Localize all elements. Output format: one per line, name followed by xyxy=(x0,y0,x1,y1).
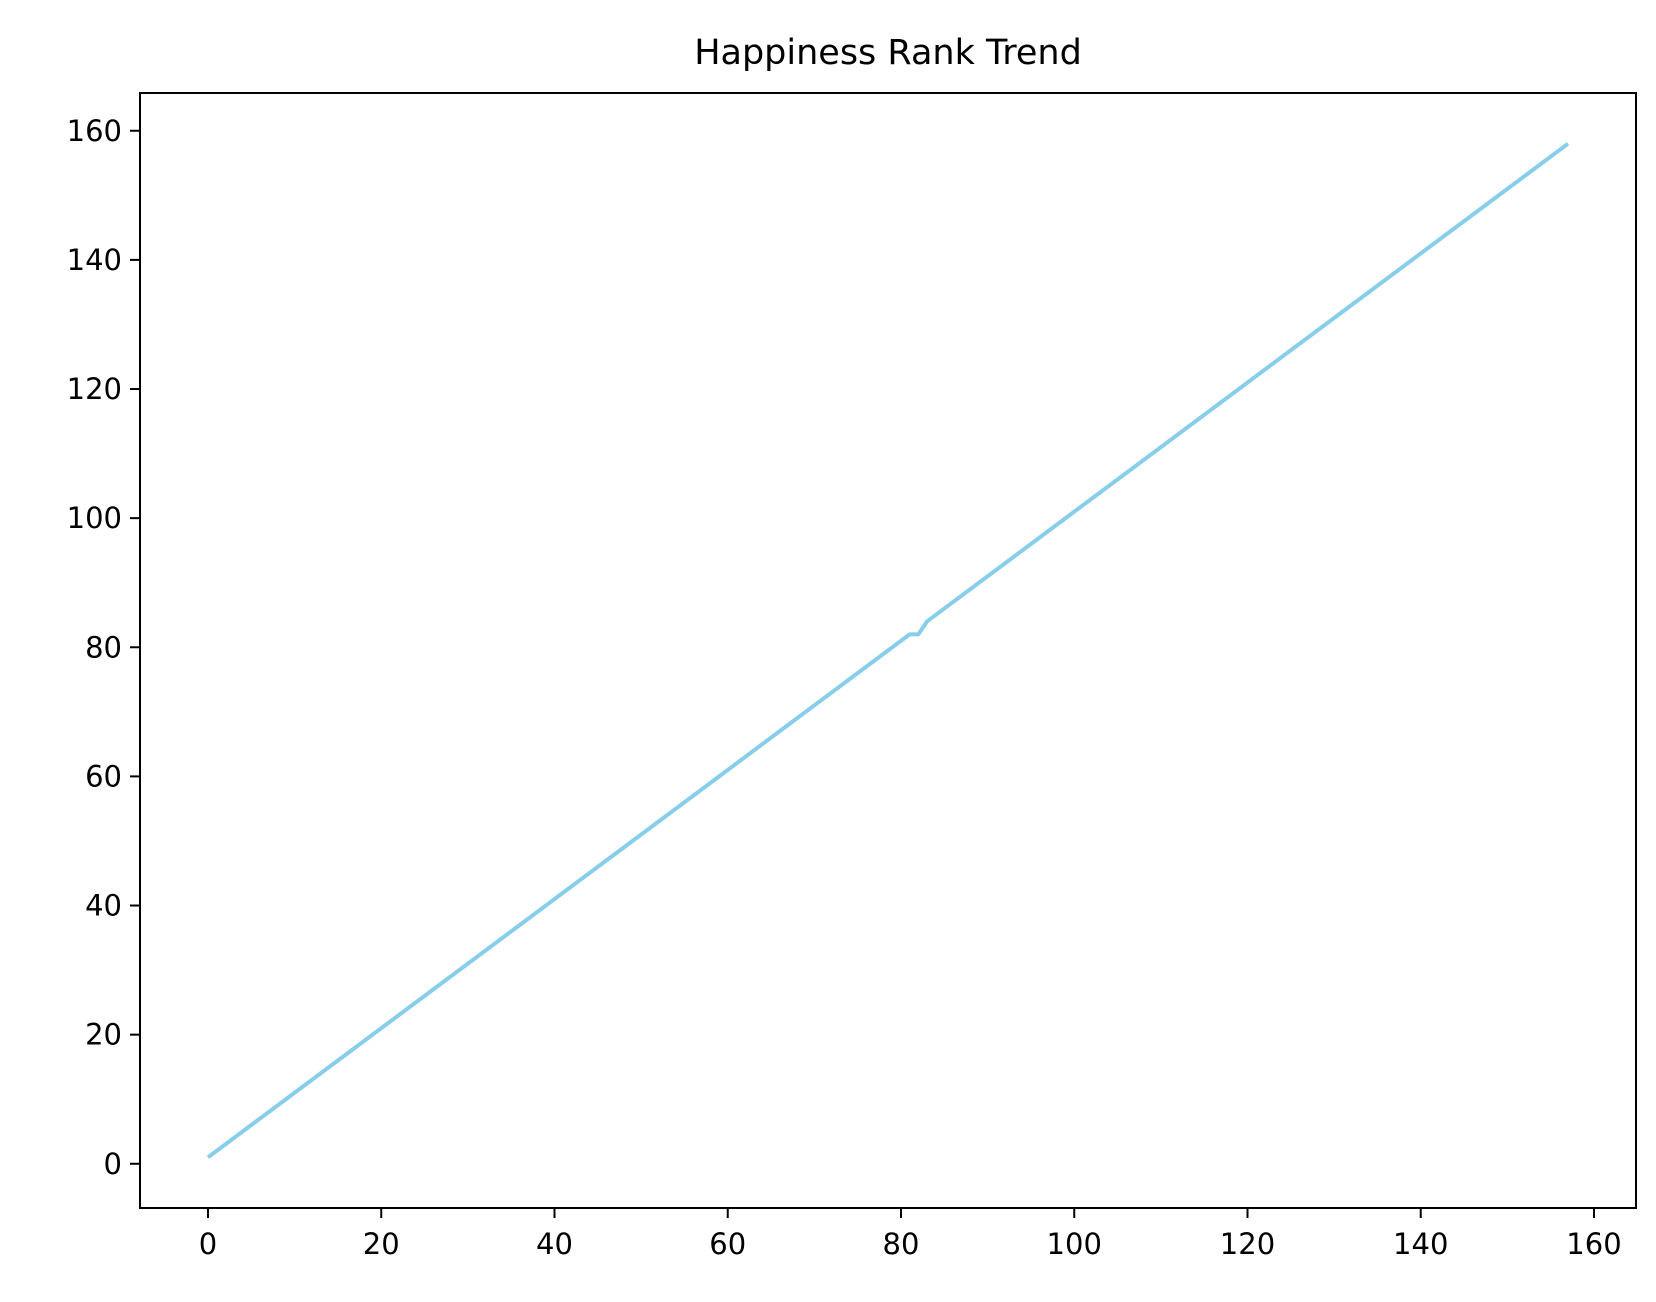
y-tick-label: 160 xyxy=(67,114,122,148)
y-tick-label: 60 xyxy=(85,759,122,793)
axes: 0 20 40 60 80 100 120 140 160 0 20 40 60 80 100 120 140 1… xyxy=(67,92,1637,1261)
plot-area xyxy=(206,142,1570,1159)
x-tick-label: 140 xyxy=(1393,1227,1448,1261)
x-tick-label: 0 xyxy=(199,1227,217,1261)
x-tick-label: 100 xyxy=(1047,1227,1102,1261)
y-tick-label: 80 xyxy=(85,630,122,664)
y-tick-label: 100 xyxy=(67,501,122,535)
x-tick-label: 120 xyxy=(1220,1227,1275,1261)
x-tick-label: 160 xyxy=(1566,1227,1621,1261)
chart-title: Happiness Rank Trend xyxy=(694,33,1082,73)
y-tick-label: 0 xyxy=(104,1147,122,1181)
y-tick-label: 120 xyxy=(67,372,122,406)
x-tick-label: 40 xyxy=(536,1227,573,1261)
y-tick-label: 40 xyxy=(85,889,122,923)
y-tick-label: 20 xyxy=(85,1018,122,1052)
y-tick-label: 140 xyxy=(67,243,122,277)
series-line-0 xyxy=(206,142,1570,1159)
x-tick-label: 80 xyxy=(883,1227,920,1261)
x-tick-label: 60 xyxy=(709,1227,746,1261)
x-tick-label: 20 xyxy=(363,1227,400,1261)
plot-frame xyxy=(139,92,1637,1209)
